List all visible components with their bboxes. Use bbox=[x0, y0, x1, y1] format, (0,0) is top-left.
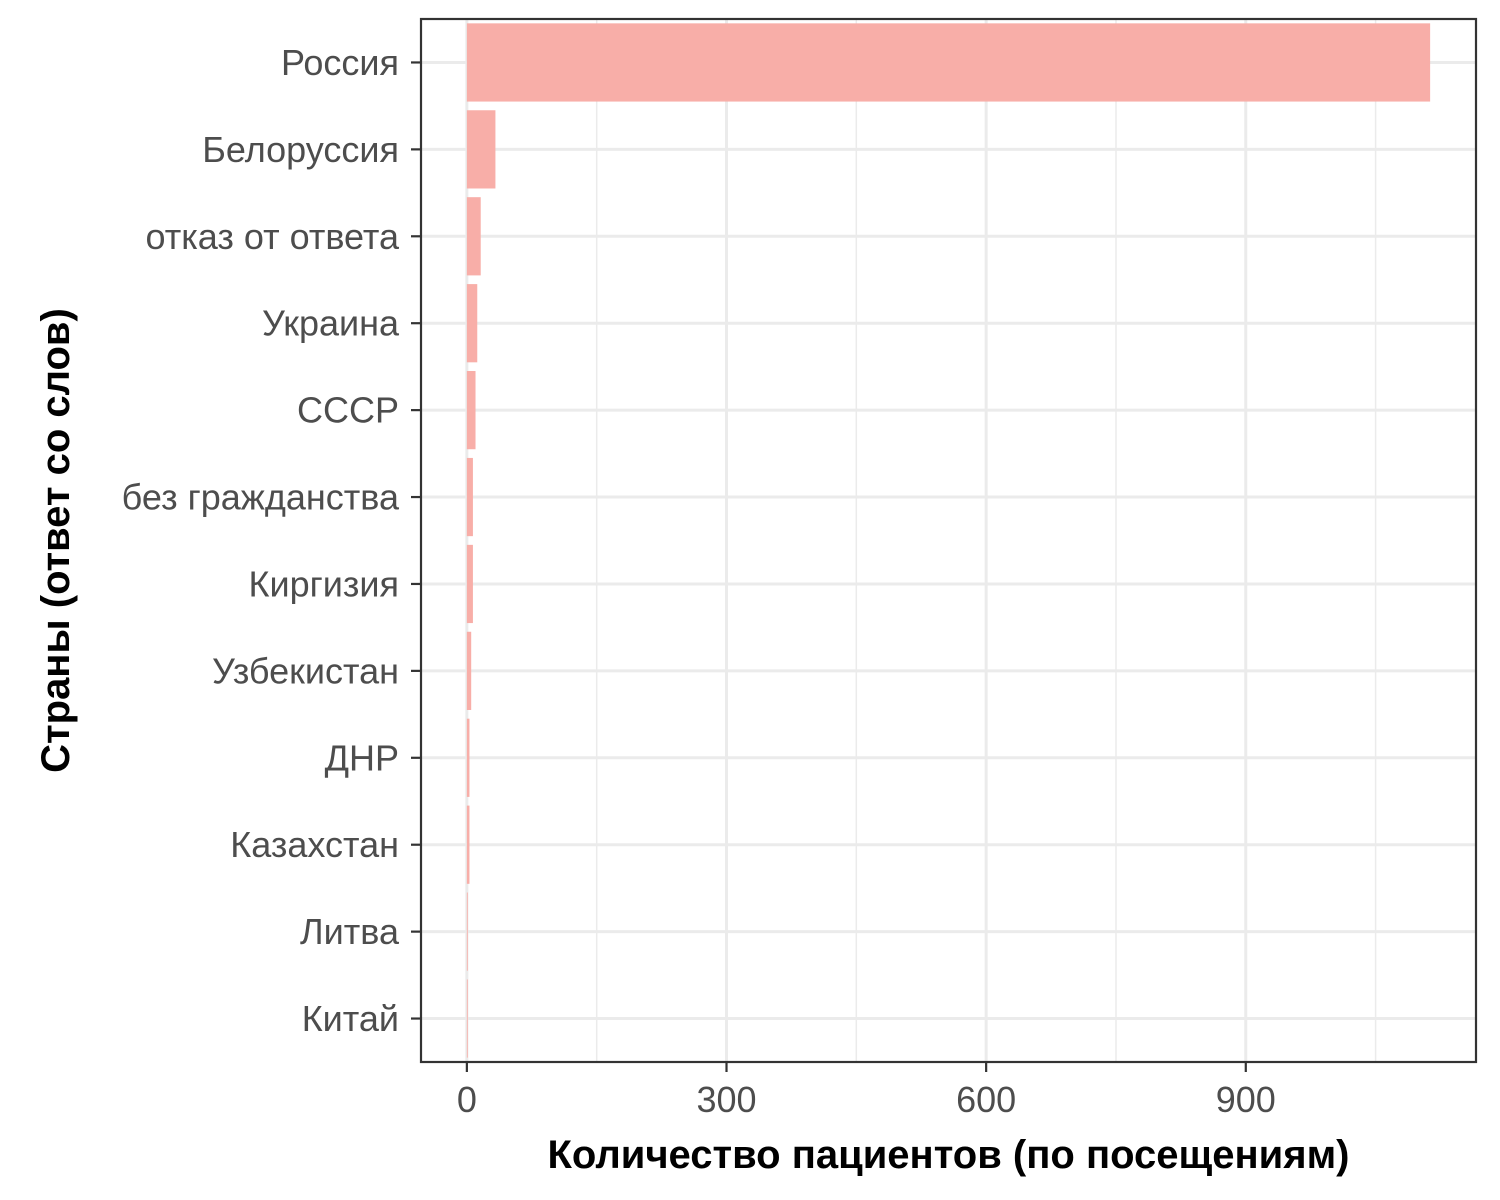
x-tick-label: 600 bbox=[956, 1079, 1016, 1120]
y-tick-label: Узбекистан bbox=[212, 650, 399, 691]
bar bbox=[466, 371, 476, 450]
bar bbox=[466, 110, 496, 189]
y-tick-label: без гражданства bbox=[122, 477, 400, 518]
bar bbox=[466, 631, 472, 710]
y-tick-label: Китай bbox=[302, 998, 399, 1039]
bar bbox=[466, 805, 470, 884]
bar bbox=[466, 718, 470, 797]
bar bbox=[466, 544, 473, 624]
bars bbox=[466, 23, 1431, 1058]
y-tick-label: Литва bbox=[300, 911, 400, 952]
axes: Россия Белоруссия отказ от ответа Украина СС… bbox=[122, 42, 1276, 1120]
x-tick-label: 900 bbox=[1216, 1079, 1276, 1120]
y-axis-title: Страны (ответ со слов) bbox=[34, 308, 78, 773]
bar bbox=[466, 284, 478, 363]
bar bbox=[466, 197, 481, 276]
y-tick-label: ДНР bbox=[325, 737, 399, 778]
y-tick-label: Киргизия bbox=[249, 563, 399, 604]
y-tick-label: СССР bbox=[297, 390, 399, 431]
bar bbox=[466, 457, 473, 537]
x-axis-title: Количество пациентов (по посещениям) bbox=[547, 1133, 1349, 1177]
bar bbox=[466, 979, 468, 1058]
x-tick-label: 0 bbox=[457, 1079, 477, 1120]
x-tick-label: 300 bbox=[696, 1079, 756, 1120]
y-tick-label: отказ от ответа bbox=[146, 216, 400, 257]
y-tick-label: Россия bbox=[281, 42, 399, 83]
y-tick-label: Белоруссия bbox=[202, 129, 399, 170]
bar bbox=[466, 892, 468, 971]
y-tick-label: Украина bbox=[262, 303, 400, 344]
y-tick-label: Казахстан bbox=[230, 824, 399, 865]
bar bbox=[466, 23, 1431, 102]
panel-border bbox=[419, 17, 1478, 1064]
